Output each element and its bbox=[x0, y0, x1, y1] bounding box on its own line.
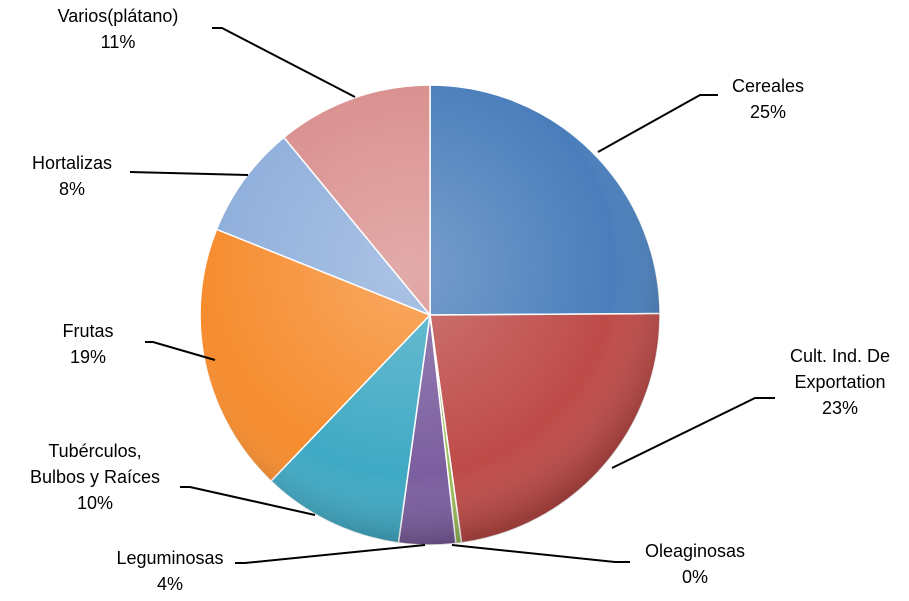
value-label: 8% bbox=[58, 179, 85, 199]
data-label: Oleaginosas 0% bbox=[595, 538, 795, 590]
leader-lines bbox=[129, 27, 775, 564]
value-label: 11% bbox=[100, 32, 136, 52]
value-label: 25% bbox=[749, 102, 787, 122]
category-label: Oleaginosas bbox=[644, 541, 746, 561]
value-label: 0% bbox=[681, 567, 708, 587]
leader-line bbox=[235, 544, 426, 564]
category-label: Hortalizas bbox=[31, 153, 113, 173]
data-label: Tubérculos, Bulbos y Raíces 10% bbox=[25, 438, 165, 516]
leader-line bbox=[611, 397, 775, 469]
category-label: Tubérculos, Bulbos y Raíces bbox=[29, 441, 161, 487]
leader-line bbox=[451, 544, 630, 563]
leader-line bbox=[180, 486, 316, 516]
value-label: 19% bbox=[69, 347, 107, 367]
value-label: 23% bbox=[821, 398, 859, 418]
leader-line bbox=[145, 341, 216, 361]
category-label: Cereales bbox=[731, 76, 805, 96]
category-label: Leguminosas bbox=[116, 548, 224, 568]
category-label: Varios(plátano) bbox=[57, 6, 179, 26]
pie-slice bbox=[429, 84, 661, 316]
slices bbox=[199, 84, 661, 546]
value-label: 10% bbox=[76, 493, 114, 513]
data-label: Hortalizas 8% bbox=[0, 150, 172, 202]
data-label: Varios(plátano) 11% bbox=[8, 3, 228, 55]
leader-line bbox=[212, 27, 356, 98]
leader-line bbox=[129, 171, 249, 176]
data-label: Cereales 25% bbox=[668, 73, 868, 125]
value-label: 4% bbox=[156, 574, 183, 594]
data-label: Leguminosas 4% bbox=[70, 545, 270, 597]
category-label: Frutas bbox=[62, 321, 114, 341]
leader-line bbox=[597, 94, 718, 153]
data-label: Frutas 19% bbox=[0, 318, 188, 370]
data-label: Cult. Ind. De Exportation 23% bbox=[770, 343, 909, 421]
pie-slice bbox=[429, 312, 661, 544]
category-label: Cult. Ind. De Exportation bbox=[789, 346, 891, 392]
